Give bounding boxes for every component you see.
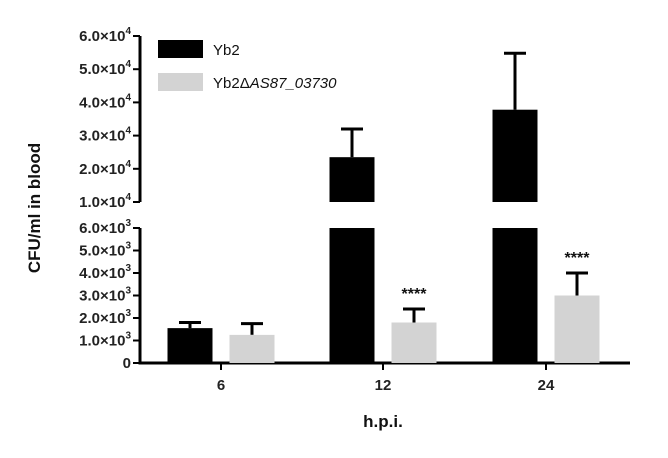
y-tick-label: 5.0×104 bbox=[79, 59, 131, 78]
y-tick-label: 6.0×103 bbox=[79, 218, 131, 237]
y-tick-label: 5.0×103 bbox=[79, 241, 131, 260]
legend-swatch bbox=[158, 40, 203, 58]
significance-label: **** bbox=[402, 286, 428, 303]
bar bbox=[229, 334, 275, 363]
y-axis-title: CFU/ml in blood bbox=[25, 143, 44, 273]
y-tick-label: 1.0×103 bbox=[79, 331, 131, 350]
bar bbox=[391, 322, 437, 363]
y-tick-label: 1.0×104 bbox=[79, 192, 131, 211]
significance-label: **** bbox=[565, 250, 591, 267]
bar bbox=[492, 109, 538, 202]
legend-label: Yb2 bbox=[213, 42, 240, 59]
y-tick-label: 0 bbox=[123, 355, 131, 372]
legend-label: Yb2ΔAS87_03730 bbox=[213, 75, 337, 92]
y-tick-label: 3.0×103 bbox=[79, 286, 131, 305]
x-tick-label: 24 bbox=[538, 377, 555, 394]
bar bbox=[167, 328, 213, 363]
y-tick-label: 2.0×104 bbox=[79, 159, 131, 178]
bar bbox=[329, 228, 375, 363]
bar bbox=[329, 157, 375, 202]
labels: **** **** bbox=[402, 250, 591, 303]
bars bbox=[167, 51, 600, 363]
y-tick-label: 4.0×103 bbox=[79, 263, 131, 282]
x-tick-label: 12 bbox=[375, 377, 392, 394]
bar bbox=[554, 295, 600, 363]
legend-swatch bbox=[158, 73, 203, 91]
y-tick-label: 4.0×104 bbox=[79, 92, 131, 111]
axes: 0 1.0×103 2.0×103 3.0×103 4.0×103 5.0×103 6.0×… bbox=[79, 26, 630, 394]
x-tick-label: 6 bbox=[217, 377, 225, 394]
legend: Yb2 Yb2ΔAS87_03730 bbox=[158, 40, 337, 92]
x-axis-title: h.p.i. bbox=[363, 412, 403, 431]
bar bbox=[492, 228, 538, 363]
y-tick-label: 6.0×104 bbox=[79, 26, 131, 45]
y-tick-label: 2.0×103 bbox=[79, 308, 131, 327]
y-tick-label: 3.0×104 bbox=[79, 126, 131, 145]
